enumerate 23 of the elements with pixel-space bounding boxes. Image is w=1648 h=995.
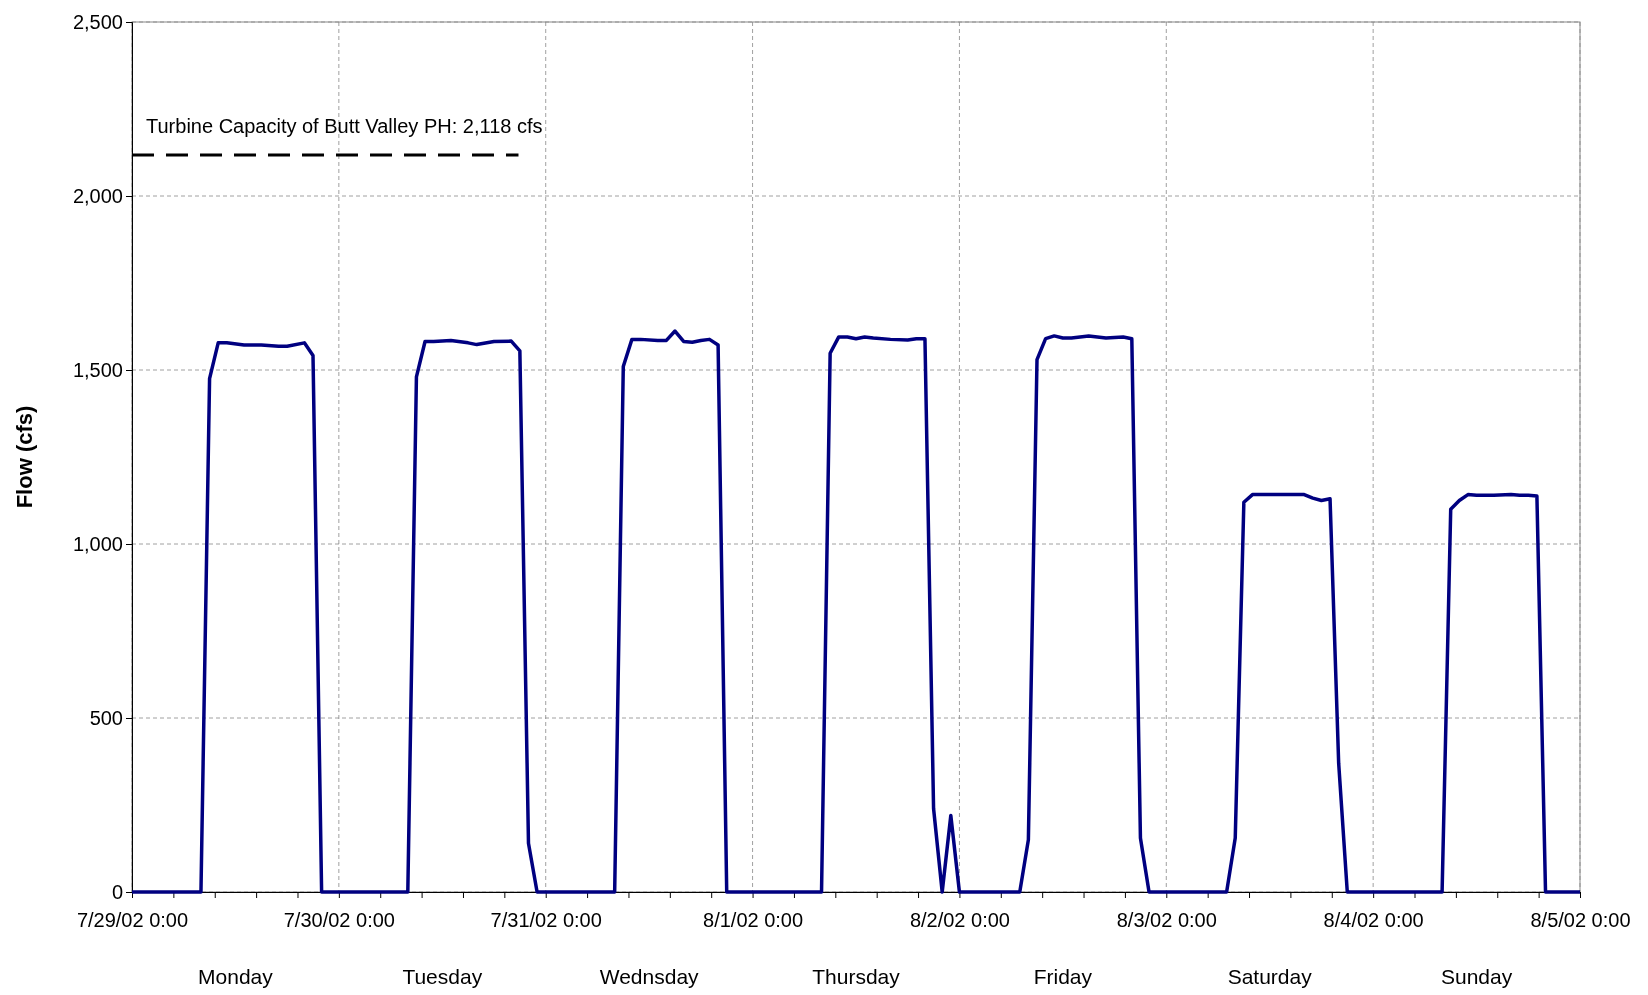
text: Sunday (1440, 965, 1513, 988)
x-tick-label: 7/31/02 0:00 (490, 909, 602, 931)
x-tick-label: 8/5/02 0:00 (1530, 909, 1631, 931)
text: Thursday (812, 965, 901, 988)
x-tick-label: 8/4/02 0:00 (1323, 909, 1424, 931)
y-tick-label: 1,000 (72, 532, 123, 555)
x-tick-label: 8/1/02 0:00 (703, 909, 804, 931)
text: Tuesday (402, 965, 483, 988)
y-tick-label: 2,500 (72, 10, 123, 33)
text: Friday (1033, 965, 1093, 988)
x-tick-label: 7/30/02 0:00 (283, 909, 395, 931)
y-axis-title: Flow (cfs) (12, 405, 37, 509)
ref-line-label: Turbine Capacity of Butt Valley PH: 2,118 cfs (146, 114, 543, 137)
x-tick-label: 8/2/02 0:00 (909, 909, 1010, 931)
x-tick-label: 8/3/02 0:00 (1116, 909, 1217, 931)
text: Saturday (1227, 965, 1313, 988)
x-tick-label: 7/29/02 0:00 (76, 909, 189, 931)
y-tick-label: 2,000 (72, 184, 123, 207)
y-tick-label: 0 (111, 880, 123, 903)
y-tick-label: 500 (89, 706, 123, 729)
y-tick-label: 1,500 (72, 358, 123, 381)
text: Wednsday (599, 965, 700, 988)
text: Monday (198, 965, 274, 988)
